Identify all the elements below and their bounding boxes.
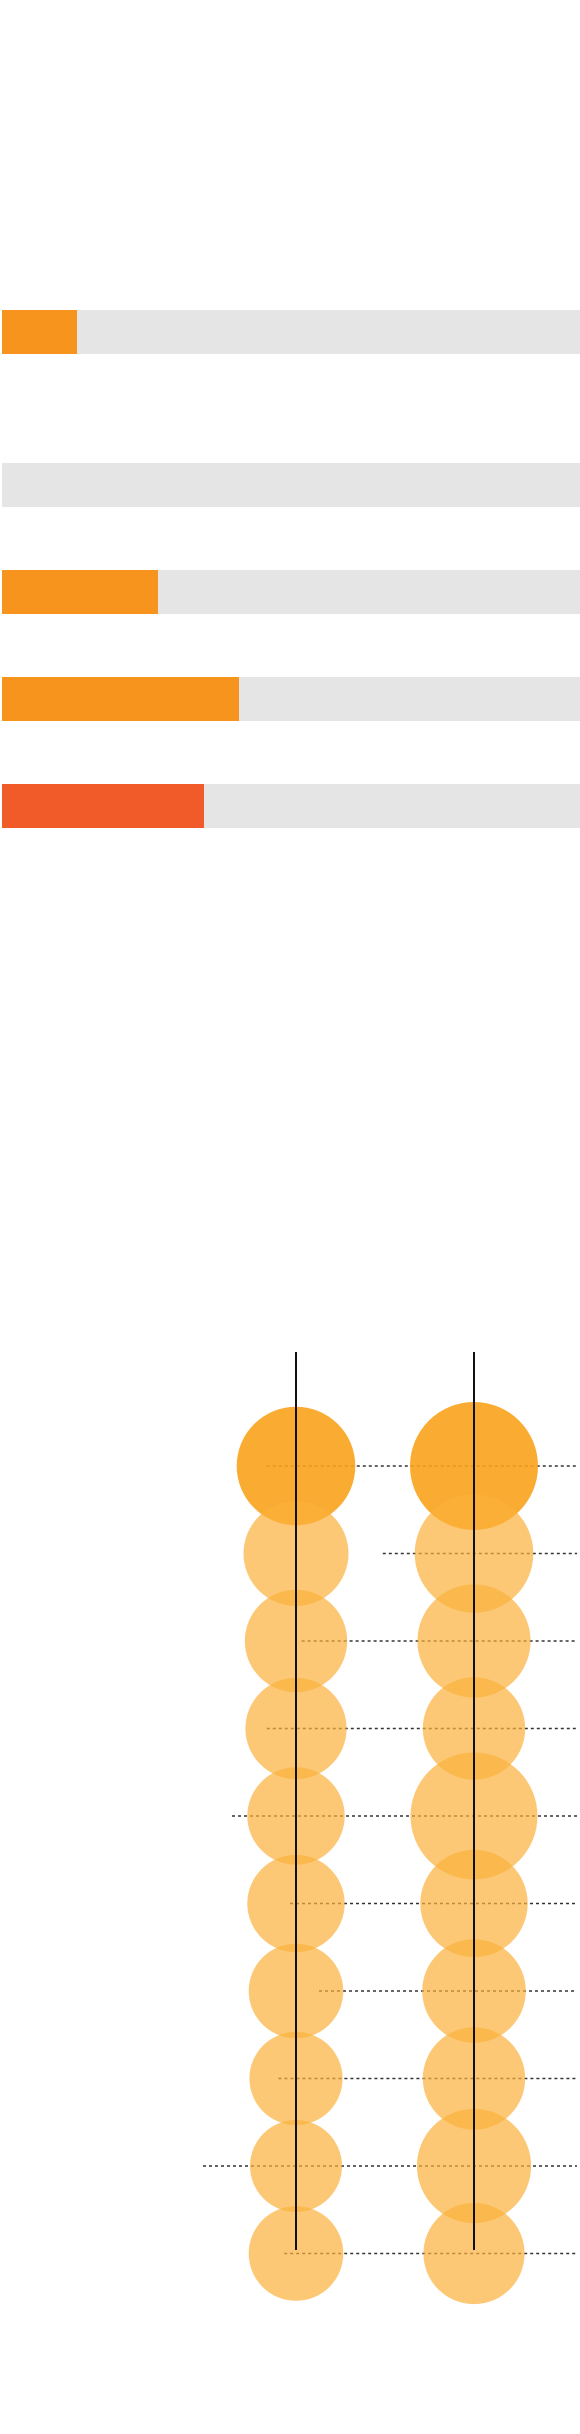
bubble-col1-row10 <box>248 2206 344 2301</box>
bubble-chart <box>0 1300 580 2434</box>
bar-track-5 <box>2 784 580 828</box>
bar-3 <box>2 570 159 614</box>
bar-1 <box>2 310 78 354</box>
bubble-chart-svg <box>203 1352 577 2305</box>
bar-track-1 <box>2 310 580 354</box>
bar-track-2 <box>2 463 580 507</box>
bar-5 <box>2 784 205 828</box>
bubble-col2-row10 <box>423 2202 525 2305</box>
bar-track-4 <box>2 677 580 721</box>
bar-track-3 <box>2 570 580 614</box>
bar-4 <box>2 677 239 721</box>
horizontal-bar-chart <box>0 0 580 900</box>
